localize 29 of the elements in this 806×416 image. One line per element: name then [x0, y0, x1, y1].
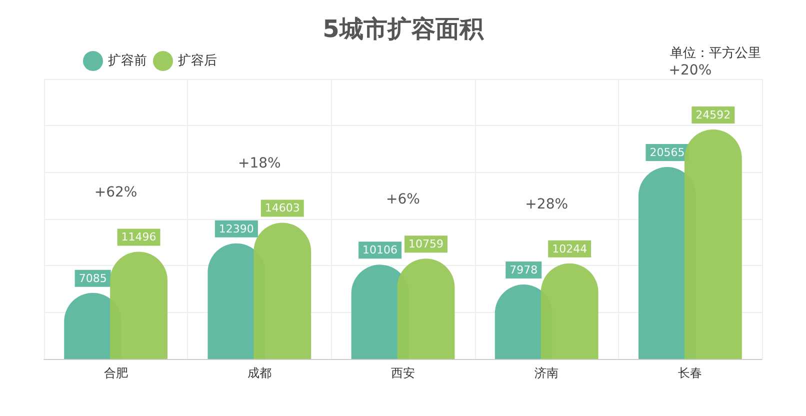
x-tick-label: 合肥 — [104, 366, 128, 380]
x-tick-label: 长春 — [678, 366, 702, 380]
data-label: 10244 — [552, 242, 588, 256]
annotation: +18% — [238, 156, 281, 172]
data-label: 10106 — [362, 244, 398, 257]
text: +20% — [668, 62, 712, 78]
annotation: +62% — [94, 184, 138, 201]
bar — [397, 258, 455, 359]
legend-label: 扩容前 — [108, 52, 147, 68]
data-label: 7085 — [78, 272, 107, 285]
annotation: +28% — [525, 196, 568, 212]
bar — [110, 252, 168, 359]
data-label: 24592 — [696, 108, 731, 122]
data-label: 7978 — [510, 264, 538, 277]
bar — [254, 222, 312, 359]
data-label: 11496 — [121, 230, 156, 244]
x-tick-label: 西安 — [391, 366, 415, 380]
data-label: 14603 — [264, 202, 300, 215]
annotation: +6% — [386, 192, 420, 208]
bar — [684, 129, 742, 359]
chart-title: 5城市扩容面积 — [322, 15, 484, 43]
text: 单位：平方公里 — [670, 45, 761, 61]
data-label: 12390 — [218, 222, 254, 236]
data-label: 20565 — [650, 146, 685, 160]
x-tick-label: 济南 — [534, 366, 559, 380]
bar — [540, 263, 598, 359]
x-tick-label: 成都 — [247, 366, 272, 380]
data-label: 10759 — [408, 238, 444, 251]
legend-label: 扩容后 — [178, 52, 217, 68]
